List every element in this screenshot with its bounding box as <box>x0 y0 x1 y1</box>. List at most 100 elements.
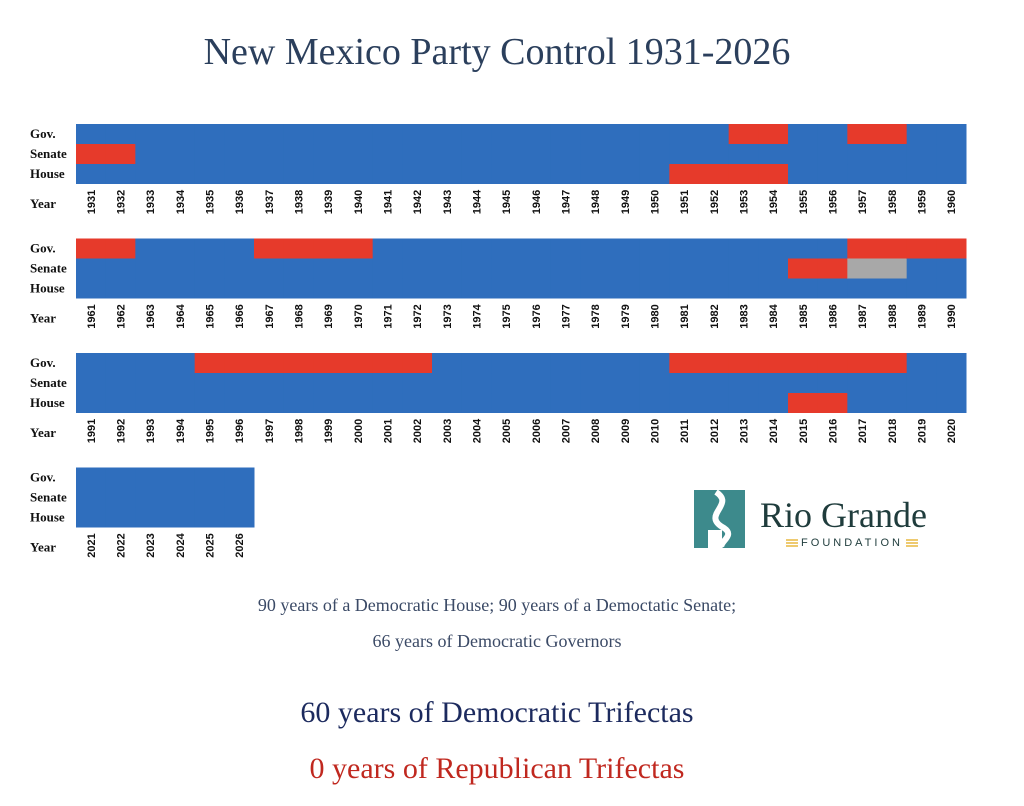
cell <box>402 353 433 374</box>
x-tick-label: 2015 <box>798 419 810 443</box>
cell <box>669 258 700 279</box>
x-tick-label: 1935 <box>205 190 217 214</box>
x-tick-label: 1941 <box>383 190 395 214</box>
cell <box>283 124 314 145</box>
cell <box>105 258 136 279</box>
cell <box>105 144 136 165</box>
cell <box>699 144 730 165</box>
cell <box>343 258 374 279</box>
cell <box>521 353 552 374</box>
logo: Rio Grande FOUNDATION <box>694 489 927 550</box>
cell <box>817 144 848 165</box>
cell <box>491 144 522 165</box>
x-tick-label: 1981 <box>679 304 691 328</box>
cell <box>817 353 848 374</box>
cell <box>669 164 700 184</box>
cell <box>847 278 878 299</box>
cell <box>847 258 878 279</box>
cell <box>283 164 314 184</box>
cell <box>669 353 700 374</box>
cell <box>76 238 107 259</box>
cell <box>194 124 225 145</box>
cell <box>402 278 433 299</box>
cell <box>580 278 611 299</box>
cell <box>224 164 255 184</box>
x-tick-label: 1994 <box>175 418 187 443</box>
cell <box>758 144 789 165</box>
x-tick-label: 1956 <box>828 190 840 214</box>
cell <box>254 238 285 259</box>
cell <box>639 373 670 394</box>
cell <box>610 393 641 413</box>
cell <box>639 393 670 413</box>
cell <box>788 238 819 259</box>
row-label: Senate <box>30 375 67 390</box>
cell <box>461 144 492 165</box>
cell <box>758 373 789 394</box>
cell <box>343 353 374 374</box>
x-tick-label: 1984 <box>768 303 780 328</box>
x-tick-label: 1991 <box>86 419 98 443</box>
cell <box>254 144 285 165</box>
row-label: Senate <box>30 490 67 505</box>
x-tick-label: 1958 <box>887 190 899 214</box>
cell <box>372 278 403 299</box>
x-tick-label: 1944 <box>472 189 484 214</box>
cell <box>105 353 136 374</box>
cell <box>313 124 344 145</box>
cell <box>877 373 908 394</box>
cell <box>728 373 759 394</box>
cell <box>461 164 492 184</box>
x-tick-label: 2011 <box>679 419 691 443</box>
cell <box>669 238 700 259</box>
cell <box>135 393 166 413</box>
x-tick-label: 1992 <box>116 419 128 443</box>
note: 90 years of a Democratic House; 90 years… <box>258 595 736 615</box>
x-tick-label: 1940 <box>353 190 365 214</box>
cell <box>580 353 611 374</box>
cell <box>224 144 255 165</box>
cell <box>76 353 107 374</box>
cell <box>758 393 789 413</box>
cell <box>224 258 255 279</box>
row-label: House <box>30 395 65 410</box>
x-tick-label: 1968 <box>294 304 306 328</box>
cell <box>105 467 136 488</box>
cell <box>936 278 967 299</box>
cell <box>521 373 552 394</box>
x-tick-label: 2006 <box>531 419 543 443</box>
x-tick-label: 1997 <box>264 419 276 443</box>
cell <box>194 487 225 508</box>
cell <box>491 353 522 374</box>
cell <box>936 353 967 374</box>
cell <box>728 164 759 184</box>
x-tick-label: 1977 <box>561 304 573 328</box>
cell <box>758 164 789 184</box>
x-tick-label: 2020 <box>946 419 958 443</box>
cell <box>402 164 433 184</box>
x-tick-label: 2026 <box>234 533 246 557</box>
cell <box>165 144 196 165</box>
cell <box>877 164 908 184</box>
x-tick-label: 2021 <box>86 533 98 557</box>
cell <box>224 373 255 394</box>
cell <box>432 238 463 259</box>
cell <box>283 144 314 165</box>
cell <box>550 144 581 165</box>
cell <box>194 144 225 165</box>
cell <box>521 164 552 184</box>
cell <box>135 164 166 184</box>
cell <box>224 507 255 528</box>
cell <box>847 393 878 413</box>
cell <box>76 373 107 394</box>
cell <box>165 487 196 508</box>
x-tick-label: 1974 <box>472 303 484 328</box>
x-tick-label: 1971 <box>383 304 395 328</box>
cell <box>283 353 314 374</box>
cell <box>728 278 759 299</box>
cell <box>491 278 522 299</box>
cell <box>343 164 374 184</box>
cell <box>521 144 552 165</box>
cell <box>283 278 314 299</box>
cell <box>669 124 700 145</box>
